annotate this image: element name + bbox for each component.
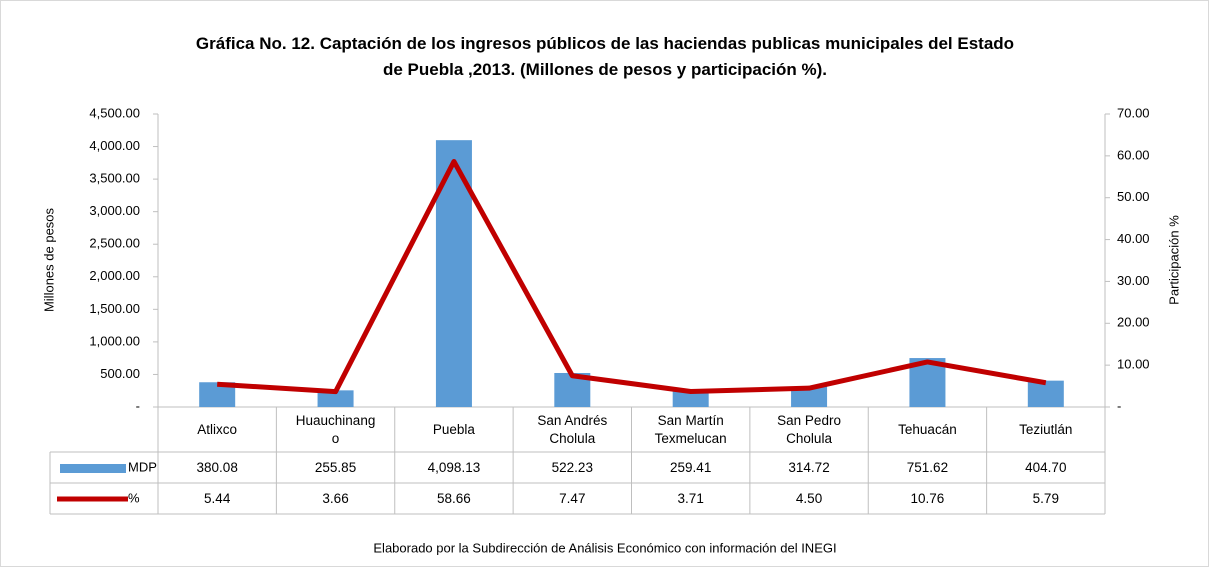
cell-text: 404.70 xyxy=(1025,459,1067,475)
bar xyxy=(317,390,354,407)
y-tick-label: 2,000.00 xyxy=(89,268,140,283)
cell-text: Atlixco xyxy=(197,421,238,437)
y-tick-label: 1,000.00 xyxy=(89,333,140,348)
cell-text: 380.08 xyxy=(196,459,238,475)
y2-tick-label: 40.00 xyxy=(1117,231,1150,246)
y-tick-label: 3,000.00 xyxy=(89,203,140,218)
table-cell: 5.44 xyxy=(158,483,276,514)
table-cell: San Andrés Cholula xyxy=(513,407,631,452)
y2-tick-label: 60.00 xyxy=(1117,147,1150,162)
cell-text: Teziutlán xyxy=(1019,421,1073,437)
cell-text: 5.44 xyxy=(204,490,231,506)
table-cell: 522.23 xyxy=(513,452,631,483)
cell-text: Tehuacán xyxy=(898,421,957,437)
y-tick-label: 4,000.00 xyxy=(89,138,140,153)
y2-tick-label: 30.00 xyxy=(1117,273,1150,288)
y-axis-label: Millones de pesos xyxy=(41,207,56,312)
cell-text: 314.72 xyxy=(788,459,830,475)
table-cell: Teziutlán xyxy=(987,407,1105,452)
y2-tick-label: 50.00 xyxy=(1117,189,1150,204)
cell-text: Huauchinango xyxy=(295,412,376,446)
cell-text: 4.50 xyxy=(795,490,823,506)
y-tick-label: 500.00 xyxy=(100,366,140,381)
table-cell: 4.50 xyxy=(750,483,868,514)
table-cell: 7.47 xyxy=(513,483,631,514)
legend-label: % xyxy=(128,490,140,505)
chart-title: Gráfica No. 12. Captación de los ingreso… xyxy=(196,34,1014,79)
table-cell: Atlixco xyxy=(158,407,276,452)
table-cell: San Pedro Cholula xyxy=(750,407,868,452)
y2-tick-label: 70.00 xyxy=(1117,105,1150,120)
y2-tick-label: 10.00 xyxy=(1117,357,1150,372)
table-cell: 3.66 xyxy=(276,483,394,514)
table-cell: 404.70 xyxy=(987,452,1105,483)
cell-text: Puebla xyxy=(432,421,475,437)
y-tick-label: 1,500.00 xyxy=(89,301,140,316)
y2-tick-label: 20.00 xyxy=(1117,315,1150,330)
y-tick-label: 2,500.00 xyxy=(89,236,140,251)
y2-tick-label: - xyxy=(1117,398,1121,413)
table-cell: 259.41 xyxy=(632,452,750,483)
table-cell: Puebla xyxy=(395,407,513,452)
source-note: Elaborado por la Subdirección de Análisi… xyxy=(373,540,836,555)
cell-text: 3.66 xyxy=(322,490,349,506)
line xyxy=(217,158,1047,395)
cell-text: 5.79 xyxy=(1032,490,1059,506)
cell-text: 10.76 xyxy=(910,490,945,506)
table-cell: 314.72 xyxy=(750,452,868,483)
cell-text: 751.62 xyxy=(906,459,949,475)
table-cell: 58.66 xyxy=(395,483,513,514)
y-tick-label: 4,500.00 xyxy=(89,105,140,120)
cell-text: 522.23 xyxy=(551,459,593,475)
cell-text: 4,098.13 xyxy=(427,459,481,475)
table-cell: 5.79 xyxy=(987,483,1105,514)
table-cell: 3.71 xyxy=(632,483,750,514)
y-tick-label: 3,500.00 xyxy=(89,171,140,186)
cell-text: 3.71 xyxy=(677,490,704,506)
bar xyxy=(1027,380,1064,407)
cell-text: 259.41 xyxy=(670,459,712,475)
cell-text: 255.85 xyxy=(314,459,357,475)
cell-text: San Andrés Cholula xyxy=(537,412,608,446)
y-tick-label: - xyxy=(136,398,140,413)
table-cell: Tehuacán xyxy=(868,407,986,452)
table-cell: 4,098.13 xyxy=(395,452,513,483)
legend-swatch xyxy=(60,464,126,473)
bar xyxy=(672,390,709,407)
cell-text: San Martín Texmelucan xyxy=(654,412,727,446)
table-cell: 380.08 xyxy=(158,452,276,483)
y2-axis-label: Participación % xyxy=(1166,215,1181,305)
cell-text: San Pedro Cholula xyxy=(777,412,841,446)
table-cell: 10.76 xyxy=(868,483,986,514)
bar xyxy=(791,386,828,407)
cell-text: 58.66 xyxy=(437,490,471,506)
table-cell: San Martín Texmelucan xyxy=(632,407,750,452)
table-cell: 255.85 xyxy=(276,452,394,483)
table-cell: Huauchinango xyxy=(276,407,394,452)
table-cell: 751.62 xyxy=(868,452,986,483)
legend-label: MDP xyxy=(128,459,157,474)
cell-text: 7.47 xyxy=(559,490,586,506)
